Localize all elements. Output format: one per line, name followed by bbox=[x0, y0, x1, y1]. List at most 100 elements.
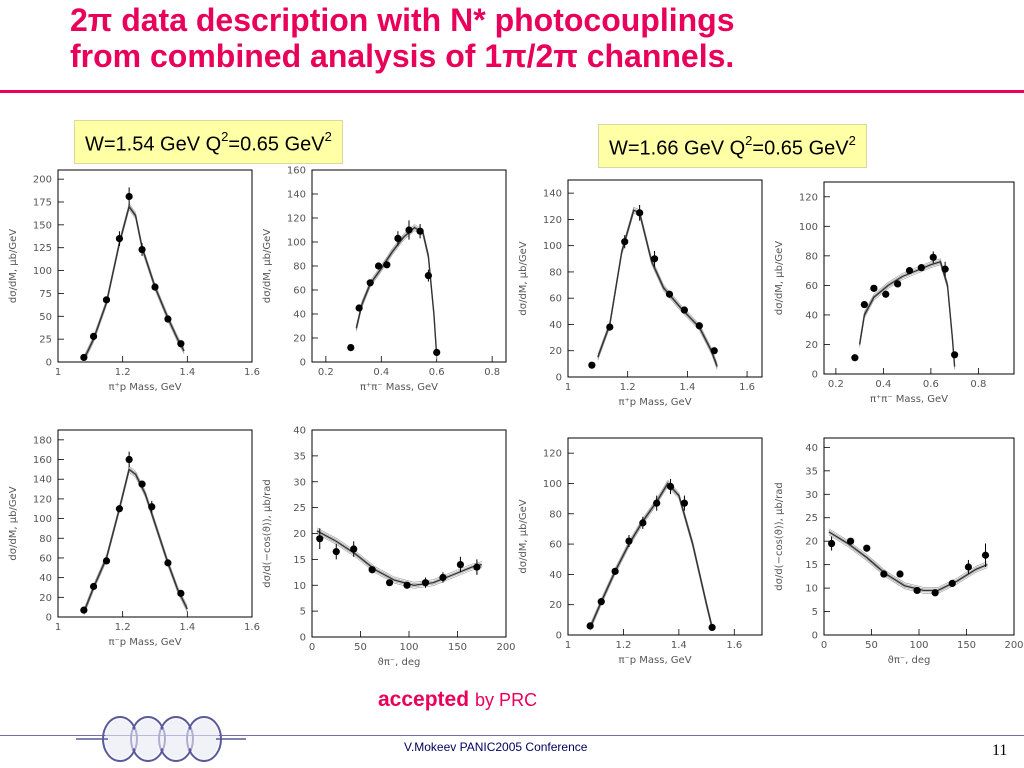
data-point bbox=[951, 351, 959, 359]
chart-panel-3: 1 1.2 1.4 1.6 0 20 40 60 80 100 120 140 π⁺p Mass, Ge… bbox=[510, 170, 772, 415]
x-tick-label: 1 bbox=[565, 382, 571, 393]
y-tick-label: 140 bbox=[543, 189, 562, 200]
label-left-mid: =0.65 GeV bbox=[228, 133, 325, 156]
data-point bbox=[917, 264, 925, 272]
y-tick-label: 60 bbox=[805, 281, 818, 292]
x-tick-label: 1.6 bbox=[244, 622, 260, 633]
data-point bbox=[316, 535, 324, 543]
y-tick-label: 175 bbox=[33, 198, 52, 209]
y-tick-label: 80 bbox=[549, 267, 562, 278]
data-point bbox=[177, 589, 185, 597]
y-tick-label: 60 bbox=[293, 286, 306, 297]
y-tick-label: 160 bbox=[33, 455, 52, 466]
y-axis-title: dσ/dM, μb/GeV bbox=[518, 241, 529, 315]
x-tick-label: 1 bbox=[565, 640, 571, 651]
label-left-text: W=1.54 GeV Q bbox=[85, 133, 222, 156]
chart-svg-3: 1 1.2 1.4 1.6 0 20 40 60 80 100 120 140 π⁺p Mass, Ge… bbox=[518, 179, 763, 408]
chart-panel-1: 1 1.2 1.4 1.6 0 25 50 75 100 125 150 175 200 π⁺p Mass… bbox=[0, 160, 262, 400]
data-point bbox=[611, 567, 619, 575]
y-tick-label: 20 bbox=[549, 600, 562, 611]
x-tick-label: 0.8 bbox=[484, 367, 500, 378]
plot-frame bbox=[823, 181, 1015, 375]
data-point bbox=[80, 353, 88, 362]
x-tick-label: 1.6 bbox=[739, 382, 755, 393]
x-tick-label: 200 bbox=[496, 642, 515, 653]
data-point bbox=[368, 566, 376, 574]
plot-frame bbox=[823, 437, 1015, 636]
y-tick-label: 200 bbox=[33, 175, 52, 186]
y-tick-label: 140 bbox=[287, 190, 306, 201]
data-point bbox=[89, 582, 98, 591]
x-tick-label: 1.4 bbox=[179, 367, 195, 378]
y-tick-label: 140 bbox=[33, 475, 52, 486]
data-point bbox=[606, 323, 614, 331]
data-point bbox=[882, 290, 890, 298]
y-tick-label: 100 bbox=[543, 479, 562, 490]
title-divider bbox=[0, 90, 1024, 93]
data-point bbox=[102, 557, 111, 565]
chart-panel-4: 0.2 0.4 0.6 0.8 0 20 40 60 80 100 120 π⁺π⁻ Mass, Ge… bbox=[766, 172, 1024, 412]
y-tick-label: 10 bbox=[293, 581, 306, 592]
data-point bbox=[456, 560, 465, 569]
y-tick-label: 160 bbox=[287, 166, 306, 177]
data-point bbox=[621, 238, 629, 246]
plot-frame bbox=[57, 429, 253, 618]
chart-svg-6: 0 50 100 150 200 0 5 10 15 20 25 30 35 40 ϑπ⁻, deg dσ/d… bbox=[262, 426, 516, 669]
y-tick-label: 125 bbox=[33, 243, 52, 254]
data-point bbox=[931, 589, 939, 597]
y-tick-label: 100 bbox=[543, 241, 562, 252]
data-point bbox=[416, 227, 424, 235]
x-tick-label: 1.2 bbox=[115, 367, 131, 378]
x-tick-label: 0 bbox=[309, 642, 315, 653]
y-tick-label: 15 bbox=[293, 555, 306, 566]
data-point bbox=[115, 234, 124, 243]
data-point bbox=[981, 551, 990, 559]
x-axis-title: π⁺p Mass, GeV bbox=[618, 397, 691, 408]
model-curve bbox=[83, 204, 185, 360]
x-tick-label: 1.6 bbox=[726, 640, 742, 651]
chart-panel-2: 0.2 0.4 0.6 0.8 0 20 40 60 80 100 120 140 160 π⁺π⁻ Ma… bbox=[254, 160, 516, 400]
model-band-curve bbox=[356, 230, 437, 360]
y-tick-label: 60 bbox=[549, 294, 562, 305]
data-point bbox=[403, 581, 411, 589]
chart-svg-7: 1 1.2 1.4 1.6 0 20 40 60 80 100 120 π⁻p Mass, GeV dσ… bbox=[518, 437, 763, 666]
data-point bbox=[636, 209, 644, 217]
label-left-sup2: 2 bbox=[324, 129, 332, 144]
y-tick-label: 0 bbox=[46, 613, 52, 624]
data-point bbox=[870, 284, 878, 292]
y-tick-label: 40 bbox=[805, 443, 818, 454]
plot-frame bbox=[57, 169, 253, 363]
x-tick-label: 1.6 bbox=[244, 367, 260, 378]
chart-svg-4: 0.2 0.4 0.6 0.8 0 20 40 60 80 100 120 π⁺π⁻ Mass, Ge… bbox=[774, 181, 1015, 405]
data-point bbox=[860, 300, 868, 309]
y-axis-title: dσ/d(−cos(ϑ)), μb/rad bbox=[262, 479, 273, 587]
model-curve bbox=[589, 482, 713, 628]
model-curve bbox=[597, 209, 718, 367]
data-point bbox=[424, 272, 432, 280]
model-band-curve bbox=[83, 470, 188, 614]
x-tick-label: 100 bbox=[909, 640, 928, 651]
accepted-note: accepted by PRC bbox=[378, 688, 537, 712]
data-point bbox=[665, 290, 674, 298]
data-point bbox=[847, 537, 855, 545]
data-point bbox=[439, 573, 447, 582]
data-point bbox=[374, 262, 383, 270]
data-point bbox=[894, 280, 902, 288]
model-band-curve bbox=[83, 467, 188, 611]
model-curve bbox=[83, 468, 188, 613]
footer-conference: V.Mokeev PANIC2005 Conference bbox=[404, 740, 588, 754]
data-point bbox=[355, 304, 363, 312]
y-tick-label: 180 bbox=[33, 435, 52, 446]
x-axis-title: ϑπ⁻, deg bbox=[888, 655, 931, 666]
data-point bbox=[148, 503, 156, 511]
data-point bbox=[383, 261, 391, 269]
y-tick-label: 80 bbox=[293, 262, 306, 273]
y-tick-label: 15 bbox=[805, 560, 818, 571]
x-tick-label: 1 bbox=[55, 367, 61, 378]
y-tick-label: 20 bbox=[805, 340, 818, 351]
plot-frame bbox=[311, 169, 507, 363]
plot-frame bbox=[311, 429, 507, 638]
data-point bbox=[597, 598, 605, 606]
y-tick-label: 120 bbox=[543, 449, 562, 460]
model-band-curve bbox=[828, 530, 988, 590]
